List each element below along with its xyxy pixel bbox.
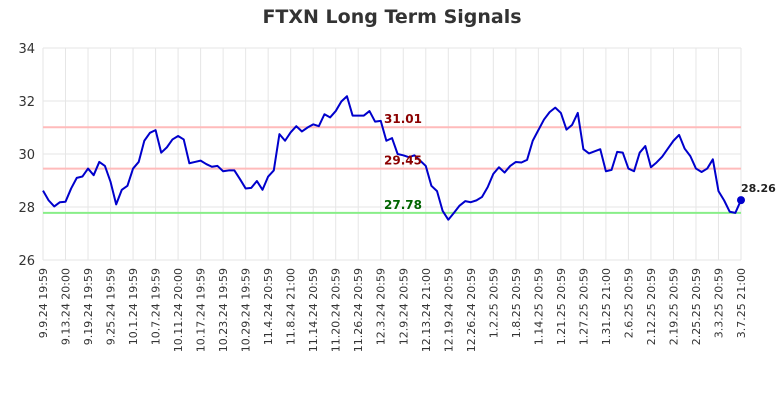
last-point-marker (737, 196, 745, 205)
x-tick-label: 10.17.24 19:59 (195, 268, 208, 352)
reference-line-label: 27.78 (384, 198, 422, 212)
x-tick-label: 11.4.24 20:59 (262, 268, 275, 345)
series-line (42, 95, 742, 221)
x-tick-label: 12.26.24 20:59 (465, 268, 478, 352)
x-tick-label: 2.25.25 20:59 (690, 268, 703, 345)
x-tick-label: 11.26.24 20:59 (352, 268, 365, 352)
x-tick-label: 11.14.24 20:59 (307, 268, 320, 352)
x-tick-label: 10.11.24 20:00 (172, 268, 185, 352)
x-tick-label: 10.7.24 19:59 (150, 268, 163, 345)
x-tick-label: 9.13.24 20:00 (60, 268, 73, 345)
x-tick-label: 1.8.25 20:59 (510, 268, 523, 338)
x-tick-label: 1.21.25 20:59 (555, 268, 568, 345)
x-tick-label: 10.23.24 19:59 (217, 268, 230, 352)
labels: 31.01 29.45 27.78 28.26 (384, 112, 776, 212)
grid (42, 47, 742, 261)
x-tick-label: 1.31.25 21:00 (600, 268, 613, 345)
x-tick-label: 10.29.24 19:59 (240, 268, 253, 352)
last-value-label: 28.26 (741, 182, 776, 195)
y-tick-label: 30 (18, 148, 35, 163)
reference-line-label: 29.45 (384, 154, 422, 168)
x-tick-label: 12.3.24 20:59 (375, 268, 388, 345)
x-tick-label: 2.19.25 20:59 (667, 268, 680, 345)
x-tick-label: 1.14.25 20:59 (532, 268, 545, 345)
x-tick-label: 2.12.25 20:59 (645, 268, 658, 345)
x-tick-label: 12.19.24 20:59 (442, 268, 455, 352)
x-tick-label: 12.13.24 21:00 (420, 268, 433, 352)
x-tick-label: 9.9.24 19:59 (37, 268, 50, 338)
x-tick-label: 3.3.25 20:59 (712, 268, 725, 338)
x-tick-label: 11.8.24 21:00 (285, 268, 298, 345)
x-tick-label: 1.27.25 20:59 (577, 268, 590, 345)
x-tick-label: 11.20.24 20:59 (330, 268, 343, 352)
x-tick-label: 2.6.25 20:59 (622, 268, 635, 338)
x-tick-label: 12.9.24 20:59 (397, 268, 410, 345)
y-tick-label: 34 (18, 42, 35, 57)
x-tick-label: 1.2.25 20:59 (487, 268, 500, 338)
x-tick-label: 10.1.24 19:59 (127, 268, 140, 345)
axes: 26 28 30 32 34 9.9.24 19:59 9.13.24 20:00 9.19.… (18, 42, 748, 352)
series (42, 95, 745, 221)
reference-line-label: 31.01 (384, 112, 422, 126)
y-tick-label: 32 (18, 95, 35, 110)
x-tick-label: 9.25.24 19:59 (105, 268, 118, 345)
y-tick-label: 26 (18, 254, 35, 269)
y-tick-label: 28 (18, 201, 35, 216)
x-tick-label: 3.7.25 21:00 (735, 268, 748, 338)
chart-title: FTXN Long Term Signals (262, 6, 522, 28)
x-tick-label: 9.19.24 19:59 (82, 268, 95, 345)
reference-lines (43, 126, 741, 214)
